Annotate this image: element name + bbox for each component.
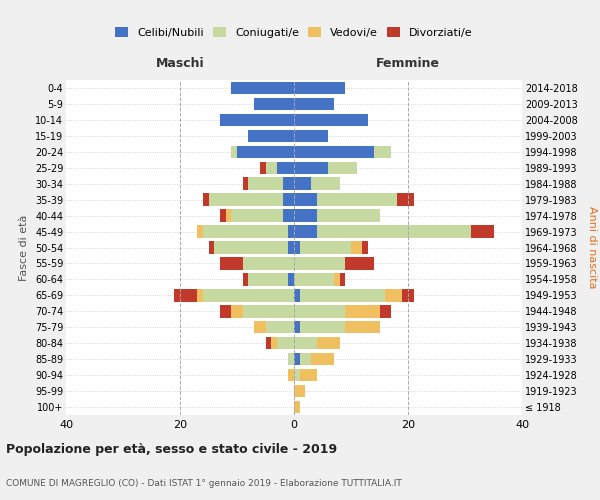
Bar xyxy=(294,130,328,142)
Bar xyxy=(300,321,346,334)
Bar xyxy=(300,369,317,382)
Bar xyxy=(289,369,294,382)
Bar xyxy=(362,242,368,254)
Bar xyxy=(271,337,277,349)
Bar xyxy=(294,242,300,254)
Bar xyxy=(311,353,334,366)
Bar xyxy=(294,305,346,318)
Bar xyxy=(397,194,414,206)
Bar xyxy=(403,289,414,302)
Y-axis label: Anni di nascita: Anni di nascita xyxy=(587,206,597,289)
Bar xyxy=(471,226,494,238)
Bar xyxy=(242,305,294,318)
Bar xyxy=(203,289,294,302)
Bar xyxy=(277,337,294,349)
Bar xyxy=(294,226,317,238)
Bar xyxy=(220,210,226,222)
Bar xyxy=(294,401,300,413)
Text: COMUNE DI MAGREGLIO (CO) - Dati ISTAT 1° gennaio 2019 - Elaborazione TUTTITALIA.: COMUNE DI MAGREGLIO (CO) - Dati ISTAT 1°… xyxy=(6,479,402,488)
Bar xyxy=(254,321,265,334)
Bar xyxy=(385,289,403,302)
Bar xyxy=(328,162,356,174)
Bar xyxy=(346,321,380,334)
Bar xyxy=(311,178,340,190)
Bar xyxy=(340,273,346,285)
Bar xyxy=(317,337,340,349)
Bar xyxy=(283,210,294,222)
Bar xyxy=(351,242,362,254)
Bar xyxy=(248,178,283,190)
Bar xyxy=(174,289,197,302)
Bar xyxy=(248,273,289,285)
Bar xyxy=(294,194,317,206)
Y-axis label: Fasce di età: Fasce di età xyxy=(19,214,29,280)
Bar xyxy=(294,98,334,110)
Bar xyxy=(294,321,300,334)
Text: Femmine: Femmine xyxy=(376,58,440,70)
Text: Popolazione per età, sesso e stato civile - 2019: Popolazione per età, sesso e stato civil… xyxy=(6,442,337,456)
Bar xyxy=(294,114,368,126)
Bar xyxy=(197,226,203,238)
Bar xyxy=(197,289,203,302)
Bar xyxy=(232,82,294,94)
Bar xyxy=(317,194,397,206)
Bar xyxy=(277,162,294,174)
Bar xyxy=(283,178,294,190)
Bar xyxy=(242,257,294,270)
Bar xyxy=(214,242,289,254)
Bar xyxy=(346,257,374,270)
Bar xyxy=(232,210,283,222)
Bar xyxy=(300,289,385,302)
Bar xyxy=(294,178,311,190)
Bar xyxy=(248,130,294,142)
Bar xyxy=(209,242,214,254)
Bar xyxy=(294,353,300,366)
Bar xyxy=(294,337,317,349)
Legend: Celibi/Nubili, Coniugati/e, Vedovi/e, Divorziati/e: Celibi/Nubili, Coniugati/e, Vedovi/e, Di… xyxy=(113,26,475,40)
Bar xyxy=(289,273,294,285)
Bar xyxy=(346,305,380,318)
Text: Maschi: Maschi xyxy=(155,58,205,70)
Bar xyxy=(300,353,311,366)
Bar xyxy=(232,146,237,158)
Bar xyxy=(294,273,334,285)
Bar xyxy=(294,210,317,222)
Bar xyxy=(289,226,294,238)
Bar xyxy=(265,162,277,174)
Bar xyxy=(294,257,346,270)
Bar xyxy=(243,273,248,285)
Bar xyxy=(294,289,300,302)
Bar xyxy=(226,210,232,222)
Bar xyxy=(317,226,471,238)
Bar xyxy=(334,273,340,285)
Bar xyxy=(260,162,265,174)
Bar xyxy=(317,210,380,222)
Bar xyxy=(380,305,391,318)
Bar xyxy=(289,353,294,366)
Bar xyxy=(374,146,391,158)
Bar xyxy=(220,305,232,318)
Bar xyxy=(294,385,305,398)
Bar xyxy=(220,257,242,270)
Bar xyxy=(254,98,294,110)
Bar xyxy=(203,194,209,206)
Bar xyxy=(265,321,294,334)
Bar xyxy=(294,369,300,382)
Bar xyxy=(294,146,374,158)
Bar xyxy=(232,305,242,318)
Bar xyxy=(289,242,294,254)
Bar xyxy=(237,146,294,158)
Bar xyxy=(203,226,289,238)
Bar xyxy=(220,114,294,126)
Bar xyxy=(283,194,294,206)
Bar xyxy=(294,162,328,174)
Bar xyxy=(300,242,351,254)
Bar xyxy=(265,337,271,349)
Bar xyxy=(209,194,283,206)
Bar xyxy=(294,82,346,94)
Bar xyxy=(243,178,248,190)
